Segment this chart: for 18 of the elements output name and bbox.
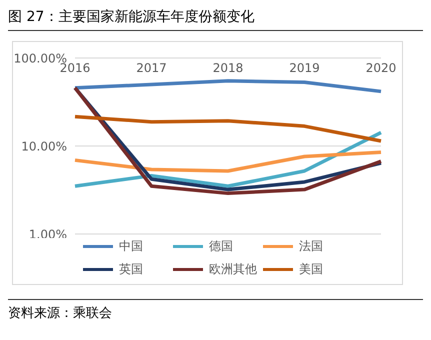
- legend-label: 英国: [119, 261, 143, 278]
- line-series: [73, 130, 383, 188]
- x-tick-label: 2016: [60, 61, 90, 75]
- x-tick-label: 2019: [289, 61, 320, 75]
- legend-label: 德国: [209, 238, 233, 255]
- x-tick-label: 2017: [136, 61, 167, 75]
- legend-label: 欧洲其他: [209, 261, 257, 278]
- x-tick-label: 2020: [366, 61, 396, 75]
- text: 资料来源：乘联会: [8, 299, 423, 322]
- line-series: [73, 79, 383, 94]
- chart-title: 图 27：主要国家新能源车年度份额变化: [8, 8, 423, 31]
- line-series: [73, 114, 383, 143]
- legend-label: 法国: [299, 238, 323, 255]
- line-series: [73, 150, 383, 173]
- x-tick-label: 2018: [212, 61, 244, 75]
- y-tick-label: 10.00%: [21, 139, 67, 154]
- legend-label: 美国: [299, 261, 323, 278]
- legend-label: 中国: [119, 238, 143, 255]
